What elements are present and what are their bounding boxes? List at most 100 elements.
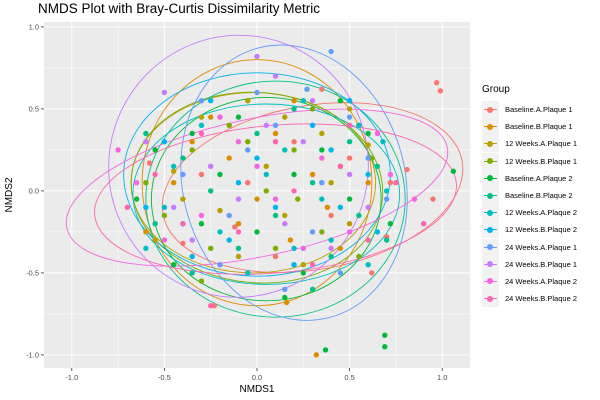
data-point <box>272 122 279 129</box>
legend-key <box>482 238 499 256</box>
data-point <box>217 114 223 120</box>
legend-key <box>482 221 499 239</box>
data-point <box>161 204 168 210</box>
legend-dot <box>487 175 493 182</box>
data-point <box>272 212 279 219</box>
legend-label: Baseline.A.Plaque 1 <box>505 105 573 115</box>
data-point <box>217 207 223 214</box>
legend-label: 24 Weeks.B.Plaque 1 <box>505 259 577 269</box>
data-point <box>152 147 158 153</box>
data-point <box>337 98 344 104</box>
data-point <box>180 155 186 161</box>
data-point <box>404 166 410 173</box>
data-point <box>263 122 269 129</box>
data-point <box>287 237 294 243</box>
data-point <box>282 286 288 292</box>
legend-label: 12 Weeks.B.Plaque 1 <box>505 156 577 166</box>
data-point <box>272 204 279 210</box>
data-point <box>226 155 232 161</box>
data-point <box>263 163 269 170</box>
data-point <box>324 204 331 210</box>
data-point <box>263 171 269 178</box>
data-point <box>143 229 149 235</box>
data-point <box>319 147 325 153</box>
data-point <box>133 196 140 202</box>
data-point <box>309 122 316 129</box>
legend-item: Baseline.A.Plaque 2 <box>482 169 598 187</box>
data-point <box>319 180 325 186</box>
legend-dot <box>487 123 493 130</box>
data-point <box>217 171 223 178</box>
data-point <box>143 139 149 145</box>
group-ellipse <box>145 80 406 318</box>
data-point <box>272 130 279 137</box>
data-point <box>304 86 310 92</box>
data-point <box>198 114 205 120</box>
data-point <box>309 229 316 235</box>
data-point <box>245 139 251 145</box>
data-point <box>387 220 394 227</box>
legend-dot <box>487 278 493 285</box>
legend-key <box>482 255 499 273</box>
x-tick-label: -0.5 <box>158 373 171 382</box>
data-point <box>170 261 177 268</box>
data-point <box>337 163 344 170</box>
group-ellipse <box>180 44 408 321</box>
data-point <box>328 245 334 251</box>
y-tick-label: 1.0 <box>29 23 39 32</box>
data-point <box>198 130 205 137</box>
data-point <box>235 253 242 260</box>
data-point <box>189 253 195 260</box>
data-point <box>300 261 307 268</box>
data-point <box>170 168 177 174</box>
data-point <box>254 53 260 60</box>
data-point <box>374 163 381 170</box>
data-point <box>254 130 260 137</box>
data-point <box>143 130 149 137</box>
group-ellipse <box>108 34 369 298</box>
data-point <box>152 237 158 243</box>
data-point <box>291 245 297 251</box>
data-point <box>365 180 371 186</box>
data-point <box>254 155 260 161</box>
data-point <box>207 114 214 120</box>
legend-title: Group <box>482 84 510 95</box>
legend-label: 24 Weeks.B.Plaque 2 <box>505 294 577 304</box>
data-point <box>226 212 232 219</box>
data-point <box>180 220 186 227</box>
data-point <box>282 114 288 120</box>
chart-title: NMDS Plot with Bray-Curtis Dissimilarity… <box>38 1 321 16</box>
data-point <box>272 253 279 260</box>
data-point <box>411 196 418 202</box>
data-point <box>291 106 297 112</box>
data-point <box>387 171 394 178</box>
data-point <box>152 220 158 227</box>
legend-dot <box>487 140 493 147</box>
data-point <box>282 220 288 227</box>
data-point <box>369 155 375 161</box>
data-point <box>383 237 390 243</box>
data-point <box>365 261 371 268</box>
legend-entries: Baseline.A.Plaque 1 Baseline.B.Plaque 1 12… <box>482 101 598 308</box>
data-point <box>254 163 260 170</box>
legend-key <box>482 290 499 308</box>
data-point <box>189 237 195 243</box>
y-tick-label: -1.0 <box>26 350 39 359</box>
data-point <box>319 130 325 137</box>
data-point <box>328 180 334 186</box>
data-point <box>198 212 205 219</box>
data-point <box>328 147 334 153</box>
legend-dot <box>487 192 493 199</box>
data-point <box>170 180 177 186</box>
data-point <box>356 122 362 129</box>
data-point <box>300 245 307 251</box>
data-point <box>382 332 388 338</box>
data-point <box>309 98 316 104</box>
data-point <box>143 204 149 210</box>
legend-label: Baseline.B.Plaque 2 <box>505 191 573 201</box>
data-point <box>319 155 325 161</box>
data-point <box>300 98 307 104</box>
data-point <box>283 299 290 306</box>
data-point <box>346 229 353 235</box>
data-point <box>254 196 260 202</box>
